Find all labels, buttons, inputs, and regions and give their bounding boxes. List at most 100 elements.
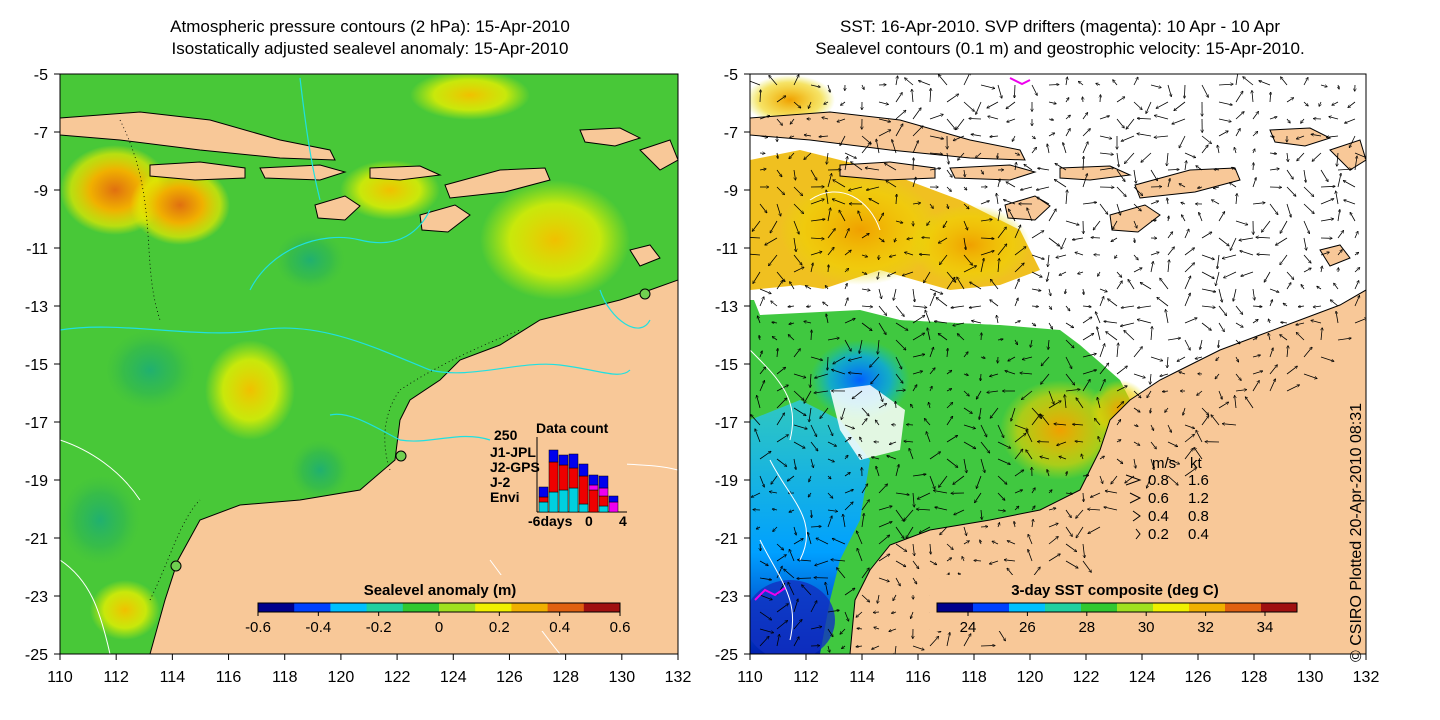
velocity-arrow <box>1264 271 1271 282</box>
velocity-arrow <box>895 93 902 103</box>
velocity-arrow <box>1303 78 1308 86</box>
velocity-arrow <box>895 305 904 316</box>
data-count-bar <box>588 474 599 486</box>
velocity-arrow <box>1048 133 1055 137</box>
velocity-arrow <box>1320 356 1334 361</box>
velocity-arrow <box>1121 305 1135 308</box>
velocity-arrow <box>1116 440 1121 442</box>
left-x-tick-label: 130 <box>608 669 635 686</box>
velocity-arrow <box>1321 328 1322 341</box>
velocity-arrow <box>980 458 985 472</box>
velocity-arrow <box>1327 136 1339 137</box>
velocity-arrow <box>934 491 948 494</box>
velocity-arrow <box>828 265 829 273</box>
right-colorbar-tick-label: 24 <box>960 619 977 636</box>
velocity-arrow <box>1150 169 1157 181</box>
velocity-arrow <box>1201 288 1216 292</box>
velocity-arrow <box>827 152 828 164</box>
velocity-arrow <box>1116 169 1125 181</box>
velocity-arrow <box>936 298 948 307</box>
velocity-arrow <box>1200 339 1203 349</box>
velocity-arrow <box>1014 339 1018 345</box>
velocity-arrow <box>997 209 1000 222</box>
velocity-arrow <box>996 193 999 205</box>
velocity-arrow <box>1111 237 1118 242</box>
velocity-arrow <box>857 548 863 562</box>
velocity-arrow <box>1138 305 1152 308</box>
velocity-arrow <box>913 158 914 171</box>
velocity-arrow <box>856 611 863 617</box>
velocity-arrow <box>1047 144 1050 154</box>
velocity-arrow <box>1099 116 1109 120</box>
velocity-arrow <box>1004 200 1016 205</box>
velocity-arrow <box>1218 390 1222 399</box>
velocity-arrow <box>980 540 981 545</box>
velocity-arrow <box>1055 164 1067 171</box>
velocity-arrow <box>1167 458 1179 464</box>
velocity-arrow <box>1269 136 1274 137</box>
velocity-arrow <box>1160 373 1169 376</box>
tide-gauge-marker <box>170 560 182 572</box>
velocity-arrow <box>1167 198 1168 205</box>
velocity-arrow <box>751 492 761 497</box>
velocity-arrow <box>1082 380 1090 392</box>
velocity-arrow <box>963 390 969 396</box>
velocity-arrow <box>929 452 940 460</box>
velocity-arrow <box>1201 84 1208 97</box>
velocity-arrow <box>1048 85 1059 86</box>
velocity-arrow <box>1083 97 1084 103</box>
velocity-legend-ms-value: 0.6 <box>1148 490 1169 507</box>
velocity-arrow <box>1041 373 1050 384</box>
velocity-arrow <box>1235 220 1248 225</box>
velocity-arrow <box>810 169 817 180</box>
velocity-arrow <box>1336 191 1339 205</box>
velocity-legend-kt-value: 0.8 <box>1188 508 1209 525</box>
velocity-arrow <box>1194 448 1203 460</box>
velocity-arrow <box>963 220 968 230</box>
velocity-arrow <box>777 349 778 358</box>
velocity-arrow <box>1005 371 1016 375</box>
velocity-arrow <box>912 288 915 302</box>
velocity-arrow <box>827 208 831 222</box>
velocity-arrow <box>872 457 880 460</box>
left-colorbar-cell <box>439 603 476 612</box>
velocity-arrow <box>953 322 965 326</box>
velocity-arrow <box>1022 356 1033 360</box>
velocity-arrow <box>1201 135 1211 144</box>
velocity-arrow <box>1329 117 1339 120</box>
velocity-arrow <box>757 396 761 409</box>
velocity-arrow <box>1065 339 1074 348</box>
velocity-arrow <box>895 465 899 477</box>
velocity-arrow <box>859 454 863 460</box>
velocity-arrow <box>1252 381 1259 392</box>
velocity-arrow <box>776 621 787 630</box>
velocity-arrow <box>972 321 982 324</box>
velocity-arrow <box>811 330 812 341</box>
velocity-legend-kt-header: kt <box>1190 455 1203 472</box>
velocity-arrow <box>753 271 761 283</box>
velocity-arrow <box>1252 371 1263 375</box>
velocity-arrow <box>930 89 931 103</box>
velocity-arrow <box>810 601 817 613</box>
velocity-arrow <box>895 543 907 551</box>
left-y-tick-label: -15 <box>25 357 48 374</box>
velocity-arrow <box>1082 306 1091 307</box>
velocity-arrow <box>755 429 761 443</box>
velocity-arrow <box>893 594 897 601</box>
velocity-arrow <box>1125 152 1135 163</box>
data-count-ymax: 250 <box>494 427 518 443</box>
velocity-arrow <box>957 277 965 290</box>
velocity-arrow <box>963 101 974 111</box>
velocity-arrow <box>1037 197 1050 205</box>
velocity-arrow <box>758 316 761 324</box>
velocity-arrow <box>1236 194 1237 205</box>
sst-field <box>750 75 1150 654</box>
velocity-arrow <box>1296 333 1305 341</box>
velocity-arrow <box>1350 213 1356 222</box>
velocity-arrow <box>1259 81 1271 86</box>
velocity-arrow <box>946 436 957 443</box>
velocity-arrow <box>861 322 872 331</box>
velocity-arrow <box>1216 356 1220 361</box>
velocity-arrow <box>844 588 855 596</box>
